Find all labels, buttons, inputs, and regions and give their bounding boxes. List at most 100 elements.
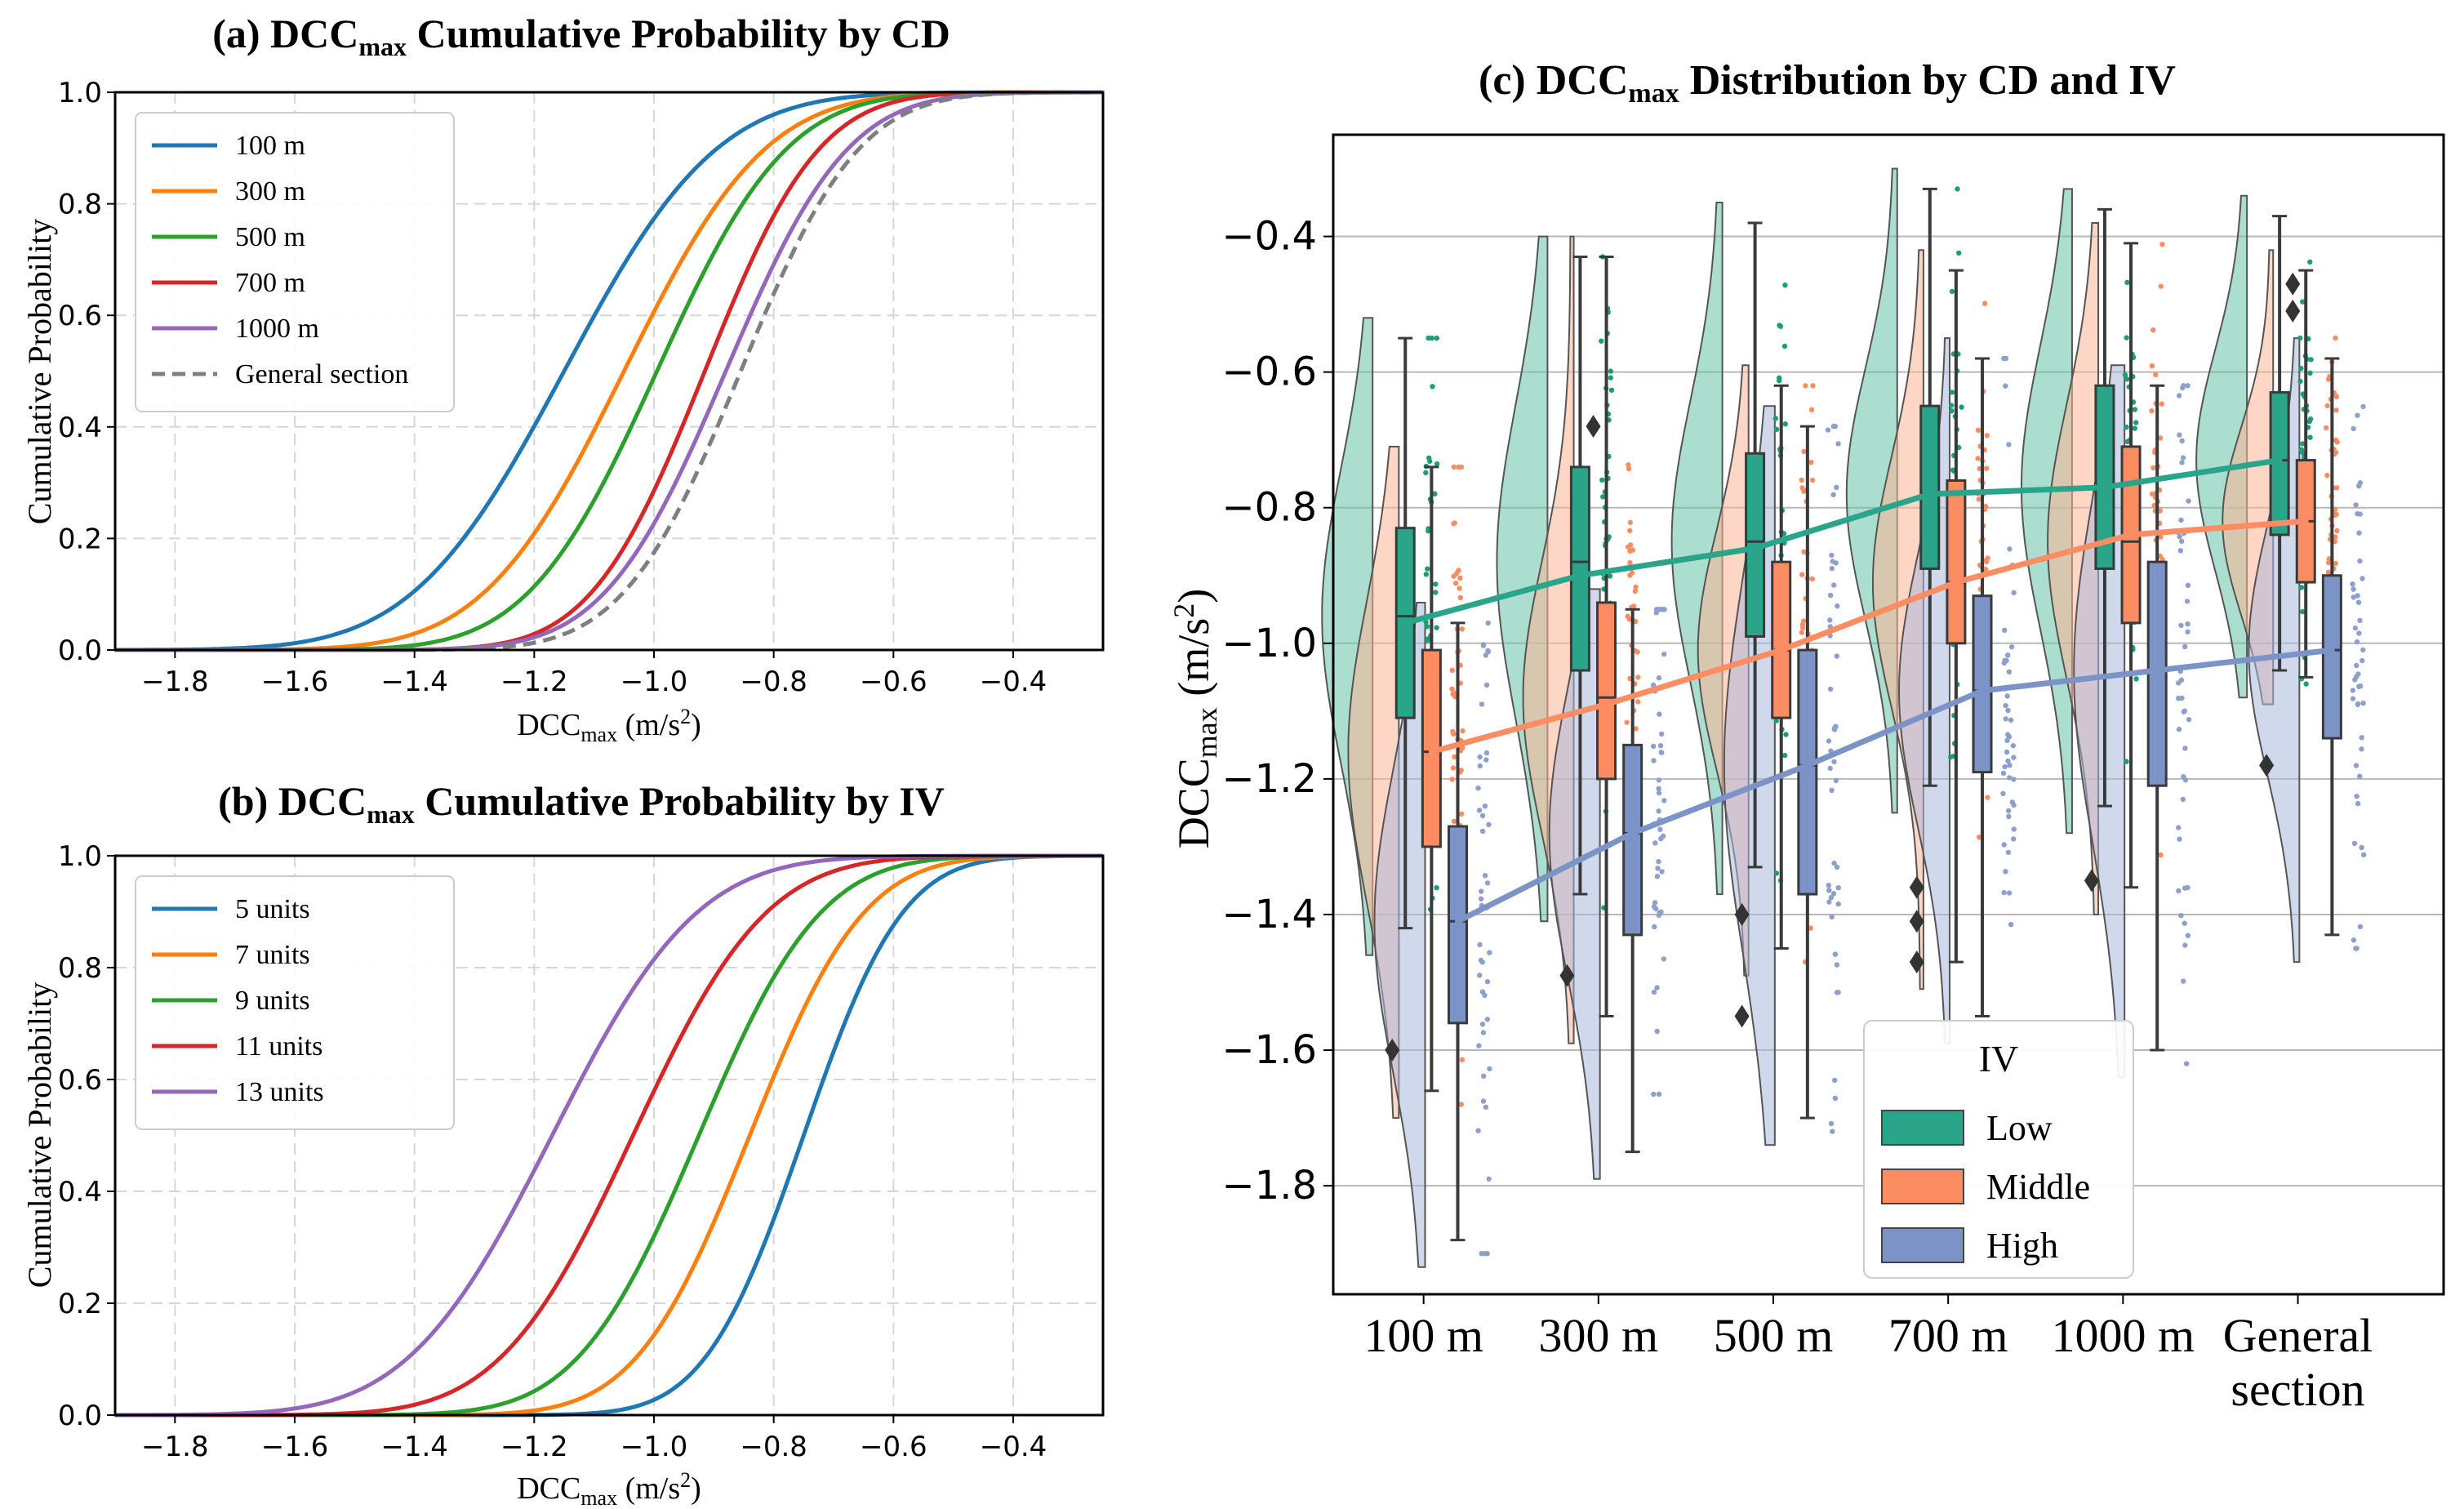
legend-label: 9 units: [235, 986, 310, 1016]
strip-point: [1826, 883, 1831, 888]
strip-point: [1799, 572, 1805, 577]
strip-point: [1656, 859, 1661, 865]
strip-point: [2011, 754, 2017, 760]
strip-point: [2005, 652, 2011, 658]
panel-a-legend: 100 m 300 m 500 m 700 m 1000 m General sectio…: [135, 112, 455, 412]
strip-point: [1829, 565, 1835, 572]
strip-point: [1457, 575, 1463, 581]
strip-point: [1835, 441, 1841, 447]
strip-point: [1825, 427, 1831, 433]
x-tick-label: −1.0: [620, 665, 688, 698]
strip-point: [1657, 910, 1662, 916]
strip-point: [1481, 1073, 1487, 1079]
strip-point: [1477, 973, 1483, 978]
strip-point: [2177, 393, 2182, 398]
strip-point: [2002, 657, 2008, 663]
strip-point: [2355, 800, 2361, 807]
strip-point: [1482, 803, 1488, 809]
strip-point: [2157, 508, 2164, 514]
strip-point: [1777, 323, 1784, 329]
strip-point: [1657, 743, 1664, 749]
strip-point: [2178, 913, 2184, 919]
strip-point: [2333, 335, 2338, 341]
strip-point: [2300, 441, 2306, 447]
strip-point: [1600, 494, 1606, 500]
strip-point: [1480, 1098, 1487, 1104]
x-tick-label: −0.8: [740, 1431, 807, 1463]
panel-a-y-ticks: 0.0 0.2 0.4 0.6 0.8 1.0: [58, 77, 115, 667]
strip-point: [2010, 743, 2016, 749]
strip-point: [2351, 425, 2356, 432]
strip-point: [1626, 462, 1631, 468]
strip-point: [2307, 259, 2313, 265]
strip-point: [1429, 335, 1435, 341]
strip-point: [1653, 607, 1660, 612]
y-tick-label: −1.4: [1221, 892, 1317, 937]
x-tick-label: −0.6: [860, 1431, 927, 1463]
strip-point: [2011, 777, 2017, 782]
strip-point: [1479, 1022, 1486, 1027]
strip-point: [1808, 460, 1814, 465]
strip-point: [1834, 653, 1839, 659]
panel-a-x-label: DCCmax (m/s2): [517, 705, 701, 746]
strip-point: [1475, 1128, 1481, 1133]
strip-point: [2004, 693, 2010, 699]
x-tick-label: −1.2: [500, 665, 568, 698]
strip-point: [1948, 754, 1954, 760]
strip-point: [1827, 617, 1833, 623]
strip-point: [1656, 786, 1661, 791]
strip-point: [2182, 643, 2188, 650]
strip-point: [1949, 389, 1955, 395]
strip-point: [2007, 763, 2013, 768]
strip-point: [2185, 933, 2190, 938]
strip-point: [2006, 442, 2012, 447]
y-tick-label: −1.0: [1221, 621, 1317, 666]
strip-point: [1459, 811, 1465, 817]
outlier-marker: [2285, 299, 2301, 323]
strip-point: [2357, 558, 2363, 564]
strip-point: [2179, 538, 2185, 545]
strip-point: [2157, 435, 2164, 441]
strip-point: [2006, 890, 2013, 896]
strip-point: [1955, 186, 1960, 192]
strip-point: [1476, 808, 1483, 813]
strip-point: [1835, 901, 1841, 907]
strip-point: [1652, 900, 1658, 906]
strip-point: [2122, 372, 2128, 378]
strip-point: [1651, 758, 1657, 763]
strip-point: [1831, 759, 1837, 765]
outlier-marker: [2259, 754, 2275, 777]
strip-point: [2360, 403, 2366, 410]
strip-point: [2179, 438, 2185, 443]
strip-point: [2178, 622, 2184, 629]
panel-c-violins: [1321, 167, 2301, 1268]
outlier-marker: [1586, 415, 1601, 438]
y-tick-label: 0.4: [58, 412, 102, 444]
strip-point: [1654, 1028, 1660, 1035]
strip-point: [2185, 884, 2190, 891]
strip-point: [1635, 699, 1641, 705]
strip-point: [2158, 852, 2164, 858]
strip-point: [2359, 576, 2365, 581]
strip-point: [1485, 649, 1492, 655]
strip-point: [1834, 962, 1840, 968]
strip-point: [2359, 657, 2365, 664]
strip-point: [2333, 394, 2339, 399]
strip-point: [1434, 335, 1440, 341]
strip-point: [2159, 242, 2165, 247]
strip-point: [1834, 864, 1840, 870]
strip-point: [1451, 573, 1457, 579]
strip-point: [2008, 644, 2015, 650]
legend-frame: [135, 875, 455, 1130]
strip-point: [1479, 812, 1486, 819]
strip-point: [1434, 625, 1439, 630]
strip-point: [2176, 680, 2182, 686]
box-low: [1919, 404, 1941, 570]
strip-point: [2186, 717, 2192, 723]
legend-label: 1000 m: [235, 314, 319, 344]
strip-point: [1657, 826, 1663, 832]
strip-point: [1484, 979, 1491, 985]
strip-point: [1829, 914, 1835, 920]
x-tick-label: −1.4: [380, 665, 448, 698]
strip-point: [1423, 572, 1430, 577]
